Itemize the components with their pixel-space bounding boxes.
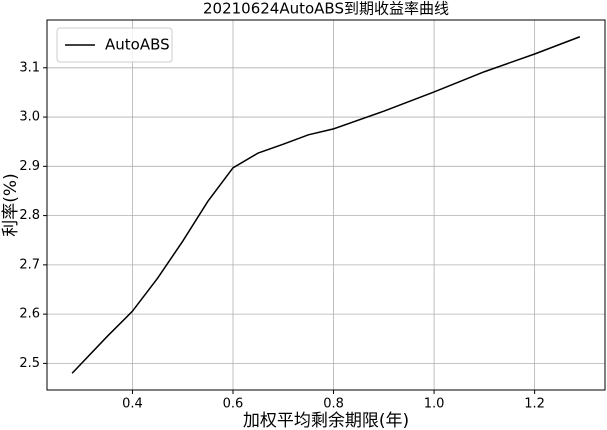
x-tick-label: 1.2 — [524, 397, 545, 412]
y-tick-label: 2.5 — [19, 356, 40, 371]
legend-label: AutoABS — [105, 36, 170, 54]
legend-box — [56, 27, 173, 63]
y-tick-label: 2.8 — [19, 208, 40, 223]
x-tick-label: 1.0 — [424, 397, 445, 412]
x-tick-label: 0.4 — [122, 397, 143, 412]
chart-title: 20210624AutoABS到期收益率曲线 — [203, 0, 449, 18]
plot-frame — [46, 19, 606, 391]
x-axis-label: 加权平均剩余期限(年) — [243, 411, 409, 430]
y-tick-label: 2.7 — [19, 257, 40, 272]
x-tick-label: 0.6 — [223, 397, 244, 412]
y-tick-label: 2.9 — [19, 159, 40, 174]
x-tick-label: 0.8 — [323, 397, 344, 412]
y-tick-label: 2.6 — [19, 307, 40, 322]
line-series — [71, 36, 581, 374]
y-tick-label: 3.0 — [19, 110, 40, 125]
y-axis-label: 利率(%) — [1, 173, 21, 236]
y-tick-label: 3.1 — [19, 60, 40, 75]
